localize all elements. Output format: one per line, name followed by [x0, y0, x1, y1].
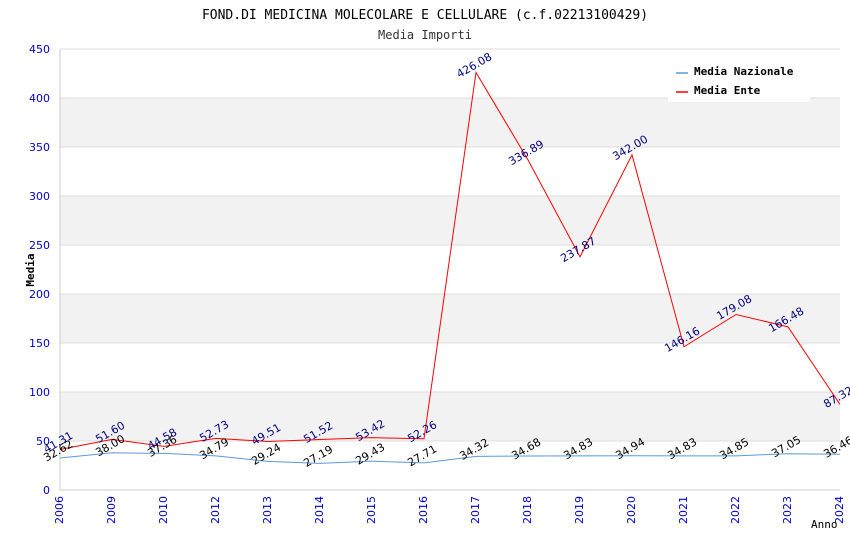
x-tick-label: 2006	[53, 496, 66, 524]
background-band	[60, 294, 840, 343]
x-tick-label: 2015	[365, 496, 378, 524]
y-tick-label: 400	[29, 92, 50, 105]
chart-subtitle: Media Importi	[378, 28, 472, 42]
plot-background-bands	[60, 98, 840, 441]
y-tick-label: 50	[36, 435, 50, 448]
x-axis-label: Anno	[811, 518, 838, 531]
x-tick-label: 2014	[313, 496, 326, 524]
legend-label-media-ente: Media Ente	[694, 84, 761, 97]
background-band	[60, 392, 840, 441]
series-lines	[59, 70, 841, 464]
x-tick-label: 2021	[677, 496, 690, 524]
x-tick-labels: 2006 2009 2010 2012 2013 2014 2015 2016 2017 2018…	[53, 496, 846, 524]
y-tick-label: 300	[29, 190, 50, 203]
series-line-media-ente	[59, 70, 841, 451]
legend-box	[668, 60, 810, 102]
series-line-media-nazionale	[59, 452, 841, 464]
y-tick-label: 150	[29, 337, 50, 350]
background-band	[60, 98, 840, 147]
y-tick-label: 250	[29, 239, 50, 252]
y-tick-labels: 0 50 100 150 200 250 300 350 400 450	[29, 43, 50, 497]
x-tick-label: 2009	[105, 496, 118, 524]
legend-label-media-nazionale: Media Nazionale	[694, 65, 794, 78]
y-tick-label: 200	[29, 288, 50, 301]
x-tick-label: 2012	[209, 496, 222, 524]
background-band	[60, 196, 840, 245]
data-label-media-ente: 426.08	[454, 50, 494, 81]
x-tick-label: 2024	[833, 496, 846, 524]
x-tick-label: 2020	[625, 496, 638, 524]
x-tick-label: 2013	[261, 496, 274, 524]
x-tick-label: 2016	[417, 496, 430, 524]
x-tick-label: 2023	[781, 496, 794, 524]
chart-title: FOND.DI MEDICINA MOLECOLARE E CELLULARE …	[202, 8, 648, 23]
x-tick-label: 2018	[521, 496, 534, 524]
data-label-media-nazionale: 27.19	[301, 443, 335, 470]
data-label-media-nazionale: 29.43	[353, 441, 387, 468]
y-tick-label: 350	[29, 141, 50, 154]
x-tick-label: 2017	[469, 496, 482, 524]
x-tick-label: 2022	[729, 496, 742, 524]
y-tick-label: 450	[29, 43, 50, 56]
y-axis-label: Media	[24, 253, 37, 286]
y-tick-label: 100	[29, 386, 50, 399]
legend: Media Nazionale Media Ente	[668, 60, 810, 102]
x-tick-label: 2019	[573, 496, 586, 524]
gridlines	[60, 48, 840, 491]
y-tick-label: 0	[43, 484, 50, 497]
data-label-media-nazionale: 27.71	[405, 442, 439, 469]
x-tick-label: 2010	[157, 496, 170, 524]
